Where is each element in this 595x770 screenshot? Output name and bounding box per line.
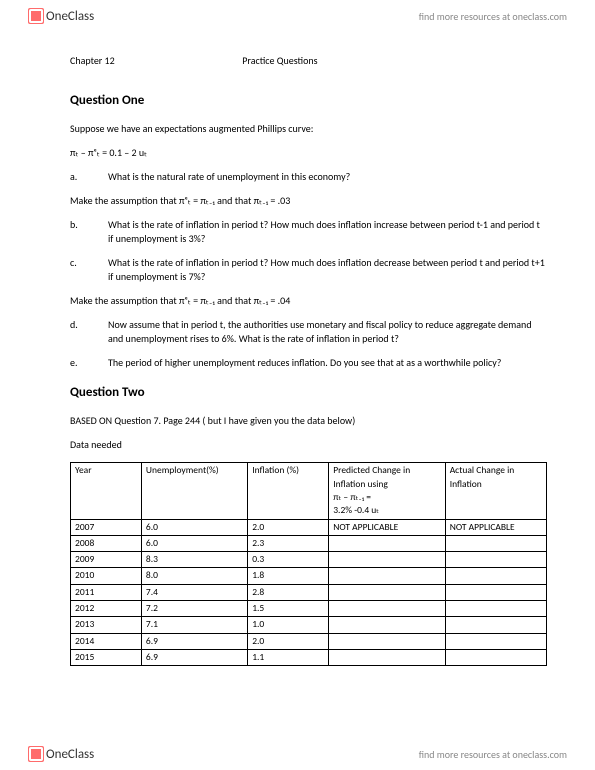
table-cell	[329, 584, 445, 600]
table-cell	[445, 617, 546, 633]
footer-tagline[interactable]: find more resources at oneclass.com	[419, 748, 567, 761]
table-header-row: Year Unemployment(%) Inflation (%) Predi…	[71, 463, 547, 519]
table-cell: 0.3	[248, 552, 329, 568]
q1e-label: e.	[70, 356, 108, 370]
table-cell: 2015	[71, 649, 142, 665]
logo-icon	[28, 746, 44, 762]
table-cell: 7.1	[141, 617, 247, 633]
table-cell	[329, 552, 445, 568]
q2-basis: BASED ON Question 7. Page 244 ( but I ha…	[70, 414, 547, 428]
q1e-text: The period of higher unemployment reduce…	[108, 356, 547, 370]
table-cell: 8.3	[141, 552, 247, 568]
table-cell: 2013	[71, 617, 142, 633]
col-actual: Actual Change in Inflation	[445, 463, 546, 519]
col-year: Year	[71, 463, 142, 519]
q1d-text: Now assume that in period t, the authori…	[108, 318, 547, 346]
table-cell: 2011	[71, 584, 142, 600]
table-cell: 2.8	[248, 584, 329, 600]
table-cell: 2014	[71, 633, 142, 649]
q1c-label: c.	[70, 256, 108, 284]
table-cell: 1.8	[248, 568, 329, 584]
chapter-heading: Chapter 12 Practice Questions	[70, 54, 547, 68]
table-cell: 6.9	[141, 649, 247, 665]
table-cell: 7.2	[141, 601, 247, 617]
table-cell: 2010	[71, 568, 142, 584]
question-one-heading: Question One	[70, 92, 547, 110]
table-cell: 8.0	[141, 568, 247, 584]
table-row: 20146.92.0	[71, 633, 547, 649]
col-predicted: Predicted Change in Inflation using πₜ –…	[329, 463, 445, 519]
brand-name-footer: OneClass	[46, 747, 94, 762]
table-cell	[445, 535, 546, 551]
table-cell	[329, 535, 445, 551]
table-cell	[445, 601, 546, 617]
table-row: 20076.02.0NOT APPLICABLENOT APPLICABLE	[71, 519, 547, 535]
table-row: 20098.30.3	[71, 552, 547, 568]
table-cell	[329, 649, 445, 665]
table-cell	[445, 552, 546, 568]
table-cell: 1.0	[248, 617, 329, 633]
q1b-label: b.	[70, 218, 108, 246]
table-row: 20086.02.3	[71, 535, 547, 551]
table-cell	[329, 617, 445, 633]
brand-logo: OneClass	[28, 8, 94, 24]
col-unemployment: Unemployment(%)	[141, 463, 247, 519]
table-cell	[445, 633, 546, 649]
table-cell: 2007	[71, 519, 142, 535]
header-tagline[interactable]: find more resources at oneclass.com	[419, 10, 567, 23]
question-two-heading: Question Two	[70, 384, 547, 402]
table-cell: 2.0	[248, 519, 329, 535]
q1-intro: Suppose we have an expectations augmente…	[70, 122, 547, 136]
table-cell: 1.1	[248, 649, 329, 665]
q1b-text: What is the rate of inflation in period …	[108, 218, 547, 246]
table-cell: 6.0	[141, 535, 247, 551]
table-cell: 6.0	[141, 519, 247, 535]
table-cell: 2.0	[248, 633, 329, 649]
table-cell	[445, 568, 546, 584]
table-cell: NOT APPLICABLE	[445, 519, 546, 535]
document-body: Chapter 12 Practice Questions Question O…	[70, 54, 547, 666]
table-row: 20108.01.8	[71, 568, 547, 584]
table-cell: 2009	[71, 552, 142, 568]
table-row: 20156.91.1	[71, 649, 547, 665]
col-inflation: Inflation (%)	[248, 463, 329, 519]
logo-icon	[28, 8, 44, 24]
q1c-text: What is the rate of inflation in period …	[108, 256, 547, 284]
table-cell: 7.4	[141, 584, 247, 600]
table-cell: NOT APPLICABLE	[329, 519, 445, 535]
table-cell: 1.5	[248, 601, 329, 617]
table-cell: 2.3	[248, 535, 329, 551]
table-cell	[329, 633, 445, 649]
table-cell	[445, 584, 546, 600]
table-cell: 6.9	[141, 633, 247, 649]
brand-logo-footer: OneClass	[28, 746, 94, 762]
brand-name: OneClass	[46, 9, 94, 24]
table-cell: 2008	[71, 535, 142, 551]
q1-assumption-1: Make the assumption that πᵉₜ = πₜ₋₁ and …	[70, 194, 547, 208]
table-cell	[329, 568, 445, 584]
q1-assumption-2: Make the assumption that πᵉₜ = πₜ₋₁ and …	[70, 294, 547, 308]
table-row: 20137.11.0	[71, 617, 547, 633]
table-cell	[329, 601, 445, 617]
table-cell: 2012	[71, 601, 142, 617]
q1a-label: a.	[70, 170, 108, 184]
q1a-text: What is the natural rate of unemployment…	[108, 170, 547, 184]
data-table: Year Unemployment(%) Inflation (%) Predi…	[70, 462, 547, 666]
chapter-label: Chapter 12	[70, 54, 240, 68]
table-cell	[445, 649, 546, 665]
table-row: 20117.42.8	[71, 584, 547, 600]
table-row: 20127.21.5	[71, 601, 547, 617]
chapter-subtitle: Practice Questions	[242, 54, 317, 67]
q1-equation: πₜ – πᵉₜ = 0.1 – 2 uₜ	[70, 146, 547, 160]
q2-data-label: Data needed	[70, 438, 547, 452]
q1d-label: d.	[70, 318, 108, 346]
